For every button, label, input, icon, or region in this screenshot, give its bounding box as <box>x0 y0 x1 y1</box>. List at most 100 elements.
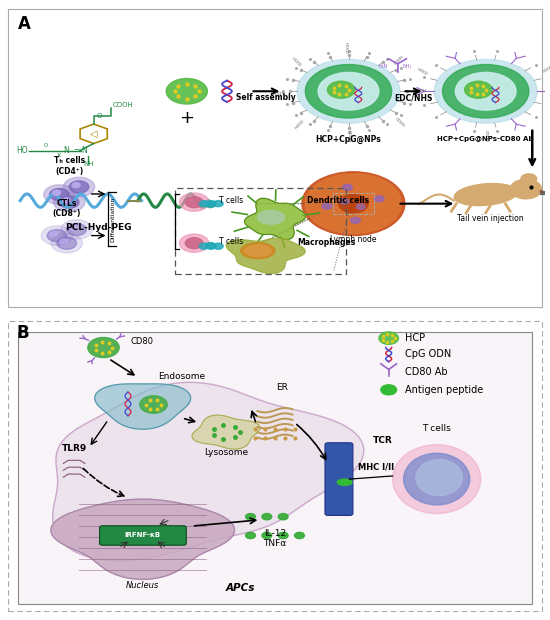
Circle shape <box>199 201 209 206</box>
Circle shape <box>343 184 353 190</box>
Text: IRFNF-κB: IRFNF-κB <box>125 533 161 539</box>
Circle shape <box>41 226 73 246</box>
Circle shape <box>72 183 80 188</box>
Circle shape <box>246 533 255 539</box>
Text: COOH: COOH <box>542 64 550 74</box>
Circle shape <box>205 242 215 249</box>
Polygon shape <box>53 383 364 561</box>
Ellipse shape <box>393 445 481 513</box>
Ellipse shape <box>257 211 284 224</box>
Text: COOH: COOH <box>394 54 405 65</box>
Text: PCL-Hyd-PEG: PCL-Hyd-PEG <box>65 223 132 232</box>
Text: TCR: TCR <box>373 436 393 445</box>
Circle shape <box>59 196 79 208</box>
FancyBboxPatch shape <box>325 443 353 515</box>
Text: NH₂: NH₂ <box>403 64 412 69</box>
Ellipse shape <box>337 479 352 485</box>
Text: COOH: COOH <box>346 130 350 142</box>
Circle shape <box>295 533 304 539</box>
Polygon shape <box>95 384 191 429</box>
Circle shape <box>327 81 355 98</box>
Text: CD80: CD80 <box>130 337 153 347</box>
Circle shape <box>305 64 392 118</box>
Circle shape <box>62 198 70 203</box>
Circle shape <box>57 237 76 249</box>
Wedge shape <box>354 185 402 203</box>
Text: COOH: COOH <box>346 41 350 53</box>
Circle shape <box>53 190 60 195</box>
Circle shape <box>379 332 399 344</box>
Text: Antigen peptide: Antigen peptide <box>405 385 483 395</box>
Text: HO: HO <box>16 146 28 154</box>
Text: +: + <box>179 110 194 128</box>
Text: Macrophages: Macrophages <box>297 237 355 247</box>
Text: MHC I/II: MHC I/II <box>358 462 394 471</box>
Text: Dendritic cells: Dendritic cells <box>307 196 369 205</box>
Polygon shape <box>192 415 260 449</box>
Circle shape <box>510 179 542 199</box>
Circle shape <box>61 219 92 239</box>
Text: COOH: COOH <box>417 64 430 74</box>
Circle shape <box>434 60 537 123</box>
Circle shape <box>205 202 215 208</box>
Text: O: O <box>43 143 48 148</box>
Polygon shape <box>226 238 305 273</box>
Text: TLR9: TLR9 <box>62 444 87 453</box>
Text: HCP+CpG@NPs-CD80 Ab: HCP+CpG@NPs-CD80 Ab <box>437 136 534 143</box>
Text: Lysosome: Lysosome <box>204 448 248 457</box>
Text: COOH: COOH <box>271 89 282 93</box>
Ellipse shape <box>454 184 517 206</box>
Circle shape <box>166 79 207 104</box>
Ellipse shape <box>404 453 470 505</box>
Text: CD80 Ab: CD80 Ab <box>405 367 448 377</box>
Wedge shape <box>354 203 402 223</box>
Circle shape <box>140 396 167 414</box>
Circle shape <box>374 196 384 202</box>
Circle shape <box>350 217 360 223</box>
Circle shape <box>246 513 255 520</box>
Text: A: A <box>18 16 31 33</box>
Circle shape <box>206 201 216 206</box>
Text: O: O <box>96 113 102 119</box>
Circle shape <box>213 201 223 206</box>
Circle shape <box>262 513 272 520</box>
Wedge shape <box>309 178 354 203</box>
Text: Nucleus: Nucleus <box>126 581 160 590</box>
Circle shape <box>278 533 288 539</box>
Text: COOH: COOH <box>292 54 303 65</box>
Text: H₂N: H₂N <box>379 64 388 69</box>
Ellipse shape <box>416 459 463 495</box>
Text: HCP+CpG@NPs: HCP+CpG@NPs <box>316 135 381 144</box>
Circle shape <box>213 243 223 249</box>
Text: B: B <box>16 324 29 342</box>
Text: N: N <box>81 146 87 154</box>
Circle shape <box>179 193 209 211</box>
Ellipse shape <box>244 245 271 257</box>
Circle shape <box>185 197 203 208</box>
Text: Tail vein injection: Tail vein injection <box>457 215 524 223</box>
Text: x: x <box>57 153 61 159</box>
Wedge shape <box>309 203 354 229</box>
Text: Self assembly: Self assembly <box>236 94 296 102</box>
Circle shape <box>318 73 379 110</box>
Text: Endosome: Endosome <box>158 373 206 381</box>
Circle shape <box>185 237 203 249</box>
Circle shape <box>340 198 349 204</box>
Wedge shape <box>354 175 390 203</box>
Text: T cells: T cells <box>219 237 243 246</box>
Circle shape <box>521 174 537 184</box>
Circle shape <box>339 195 368 213</box>
Circle shape <box>88 337 119 358</box>
Text: Lymph node: Lymph node <box>330 234 377 244</box>
Circle shape <box>443 64 529 118</box>
Circle shape <box>297 60 400 123</box>
Circle shape <box>63 177 95 197</box>
Text: T cells: T cells <box>219 195 243 205</box>
Circle shape <box>50 188 69 201</box>
Bar <box>333 193 374 215</box>
Circle shape <box>302 172 405 236</box>
Circle shape <box>322 203 332 209</box>
FancyBboxPatch shape <box>100 526 186 545</box>
Text: NH: NH <box>83 161 94 167</box>
Circle shape <box>51 234 82 253</box>
